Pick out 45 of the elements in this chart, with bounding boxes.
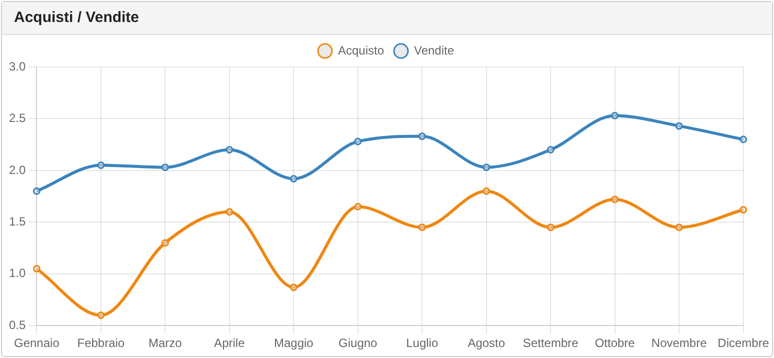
point [482,187,490,195]
point [226,146,234,154]
point [97,312,105,320]
x-tick-label: Agosto [468,336,506,350]
point [161,239,169,247]
point [611,112,619,120]
x-tick-label: Giugno [338,336,378,350]
point [418,132,426,140]
point [740,136,748,144]
point [546,224,554,232]
point [354,138,362,146]
y-tick-label: 2.0 [8,162,26,177]
point [611,196,619,204]
legend-label: Acquisto [338,43,384,58]
point [740,206,748,214]
x-tick-label: Marzo [148,336,182,350]
x-tick-label: Settembre [522,336,579,350]
x-tick-label: Aprile [214,336,246,350]
x-tick-label: Febbraio [77,336,125,350]
y-tick-label: 1.0 [8,266,26,280]
point [418,224,426,232]
point [546,146,554,154]
point [290,284,298,292]
y-tick-label: 1.5 [8,214,26,228]
y-tick-label: 2.5 [8,111,26,126]
x-tick-label: Gennaio [14,336,60,350]
point [675,122,683,130]
x-tick-label: Maggio [274,336,314,350]
point [97,162,105,170]
point [161,164,169,172]
point [354,202,362,210]
point [675,224,683,232]
point [482,164,490,172]
chart-title: Acquisti / Vendite [2,2,772,35]
point [32,264,40,272]
x-tick-label: Novembre [651,336,708,350]
point [290,174,298,182]
x-tick-label: Luglio [406,336,438,350]
legend-label: Vendite [414,43,454,58]
x-tick-label: Ottobre [594,336,636,350]
y-tick-label: 0.5 [8,318,26,332]
y-tick-label: 3.0 [8,59,26,74]
point [226,208,234,216]
point [32,187,40,195]
x-tick-label: Dicembre [718,336,770,350]
